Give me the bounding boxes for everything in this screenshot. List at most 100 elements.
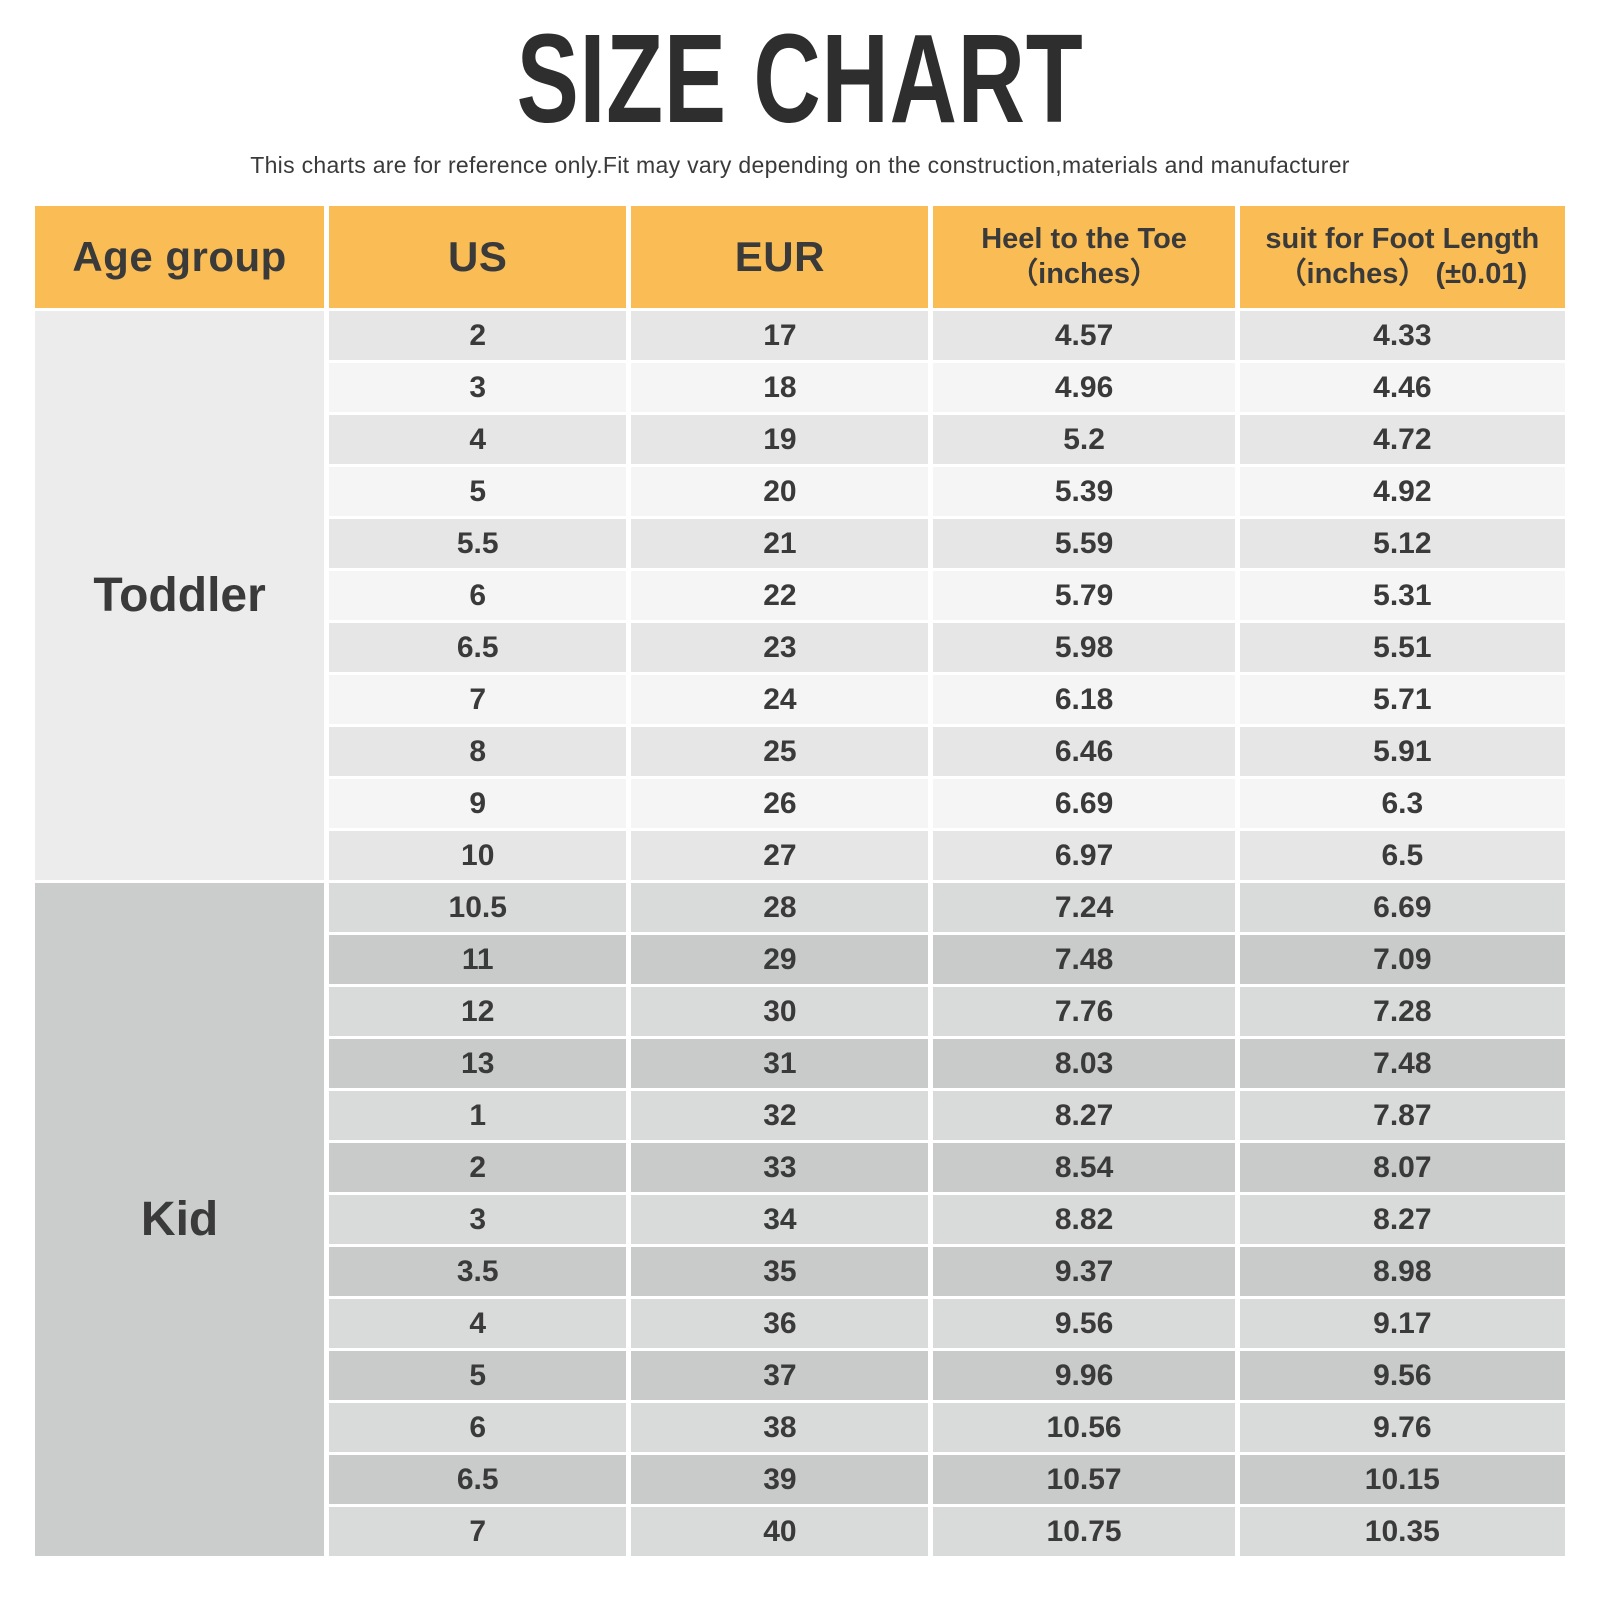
table-cell: 31 xyxy=(631,1039,929,1088)
table-cell: 5.5 xyxy=(329,519,627,568)
table-row: 5 20 5.39 4.92 xyxy=(35,467,1565,516)
table-cell: 4.72 xyxy=(1239,415,1565,464)
table-cell: 3 xyxy=(329,363,627,412)
table-cell: 20 xyxy=(631,467,929,516)
table-cell: 9.37 xyxy=(933,1247,1235,1296)
table-row: 6.5 39 10.57 10.15 xyxy=(35,1455,1565,1504)
table-row: 6 38 10.56 9.76 xyxy=(35,1403,1565,1452)
table-cell: 6.5 xyxy=(1239,831,1565,880)
table-cell: 6.69 xyxy=(933,779,1235,828)
size-chart-page: SIZE CHART This charts are for reference… xyxy=(0,16,1600,1559)
table-cell: 18 xyxy=(631,363,929,412)
table-cell: 33 xyxy=(631,1143,929,1192)
page-subtitle: This charts are for reference only.Fit m… xyxy=(250,152,1350,178)
table-cell: 7.48 xyxy=(1239,1039,1565,1088)
table-cell: 2 xyxy=(329,1143,627,1192)
table-row: 2 33 8.54 8.07 xyxy=(35,1143,1565,1192)
table-row: 4 19 5.2 4.72 xyxy=(35,415,1565,464)
col-header-heel-to-toe: Heel to the Toe （inches） xyxy=(933,206,1235,308)
table-row: 8 25 6.46 5.91 xyxy=(35,727,1565,776)
table-header-row: Age group US EUR Heel to the Toe （inches… xyxy=(35,206,1565,308)
table-cell: 4 xyxy=(329,415,627,464)
table-cell: 6.3 xyxy=(1239,779,1565,828)
age-group-cell-toddler: Toddler xyxy=(35,311,325,880)
age-group-cell-kid: Kid xyxy=(35,883,325,1556)
table-cell: 29 xyxy=(631,935,929,984)
table-cell: 7.87 xyxy=(1239,1091,1565,1140)
table-cell: 4.46 xyxy=(1239,363,1565,412)
table-cell: 5.91 xyxy=(1239,727,1565,776)
table-cell: 23 xyxy=(631,623,929,672)
table-cell: 32 xyxy=(631,1091,929,1140)
table-cell: 4.92 xyxy=(1239,467,1565,516)
table-cell: 5.51 xyxy=(1239,623,1565,672)
table-cell: 9.56 xyxy=(933,1299,1235,1348)
table-cell: 39 xyxy=(631,1455,929,1504)
table-cell: 10.56 xyxy=(933,1403,1235,1452)
table-row: 10 27 6.97 6.5 xyxy=(35,831,1565,880)
table-cell: 7.28 xyxy=(1239,987,1565,1036)
table-cell: 8 xyxy=(329,727,627,776)
table-cell: 6.69 xyxy=(1239,883,1565,932)
table-cell: 38 xyxy=(631,1403,929,1452)
table-cell: 3 xyxy=(329,1195,627,1244)
table-cell: 4.96 xyxy=(933,363,1235,412)
table-row: 12 30 7.76 7.28 xyxy=(35,987,1565,1036)
table-cell: 4.57 xyxy=(933,311,1235,360)
table-cell: 26 xyxy=(631,779,929,828)
table-cell: 8.54 xyxy=(933,1143,1235,1192)
table-cell: 9.76 xyxy=(1239,1403,1565,1452)
col-header-age-group: Age group xyxy=(35,206,325,308)
page-title: SIZE CHART xyxy=(516,8,1084,149)
table-cell: 27 xyxy=(631,831,929,880)
table-cell: 8.27 xyxy=(933,1091,1235,1140)
table-row: 1 32 8.27 7.87 xyxy=(35,1091,1565,1140)
table-cell: 10.5 xyxy=(329,883,627,932)
table-cell: 6 xyxy=(329,571,627,620)
table-cell: 7.76 xyxy=(933,987,1235,1036)
table-row: 4 36 9.56 9.17 xyxy=(35,1299,1565,1348)
table-cell: 6.18 xyxy=(933,675,1235,724)
table-cell: 35 xyxy=(631,1247,929,1296)
table-cell: 9.96 xyxy=(933,1351,1235,1400)
table-cell: 5.12 xyxy=(1239,519,1565,568)
table-row: 3 18 4.96 4.46 xyxy=(35,363,1565,412)
table-cell: 2 xyxy=(329,311,627,360)
table-cell: 11 xyxy=(329,935,627,984)
table-cell: 24 xyxy=(631,675,929,724)
table-cell: 5.79 xyxy=(933,571,1235,620)
col-header-us: US xyxy=(329,206,627,308)
table-cell: 22 xyxy=(631,571,929,620)
table-row: 7 40 10.75 10.35 xyxy=(35,1507,1565,1556)
table-cell: 1 xyxy=(329,1091,627,1140)
table-cell: 8.03 xyxy=(933,1039,1235,1088)
table-row: Kid 10.5 28 7.24 6.69 xyxy=(35,883,1565,1556)
table-cell: 7 xyxy=(329,1507,627,1556)
table-cell: 5 xyxy=(329,1351,627,1400)
table-cell: 5.59 xyxy=(933,519,1235,568)
table-cell: 36 xyxy=(631,1299,929,1348)
table-cell: 19 xyxy=(631,415,929,464)
table-row: Toddler 2 17 4.57 4.33 xyxy=(35,311,1565,880)
table-cell: 7.48 xyxy=(933,935,1235,984)
col-header-eur: EUR xyxy=(631,206,929,308)
table-cell: 5.98 xyxy=(933,623,1235,672)
table-row: 3 34 8.82 8.27 xyxy=(35,1195,1565,1244)
table-cell: 30 xyxy=(631,987,929,1036)
table-cell: 4 xyxy=(329,1299,627,1348)
table-cell: 10.57 xyxy=(933,1455,1235,1504)
col-header-foot-length: suit for Foot Length （inches） (±0.01) xyxy=(1239,206,1565,308)
table-cell: 5.39 xyxy=(933,467,1235,516)
table-cell: 12 xyxy=(329,987,627,1036)
table-cell: 8.98 xyxy=(1239,1247,1565,1296)
table-cell: 6.97 xyxy=(933,831,1235,880)
size-table-body: Toddler 2 17 4.57 4.33 3 18 4.96 4.46 4 19 5.2 4.72 5… xyxy=(35,311,1565,1556)
table-cell: 8.82 xyxy=(933,1195,1235,1244)
table-cell: 10.35 xyxy=(1239,1507,1565,1556)
table-row: 5.5 21 5.59 5.12 xyxy=(35,519,1565,568)
table-cell: 6 xyxy=(329,1403,627,1452)
table-cell: 8.07 xyxy=(1239,1143,1565,1192)
table-cell: 10 xyxy=(329,831,627,880)
table-row: 3.5 35 9.37 8.98 xyxy=(35,1247,1565,1296)
size-chart-table: Age group US EUR Heel to the Toe （inches… xyxy=(30,203,1570,1559)
